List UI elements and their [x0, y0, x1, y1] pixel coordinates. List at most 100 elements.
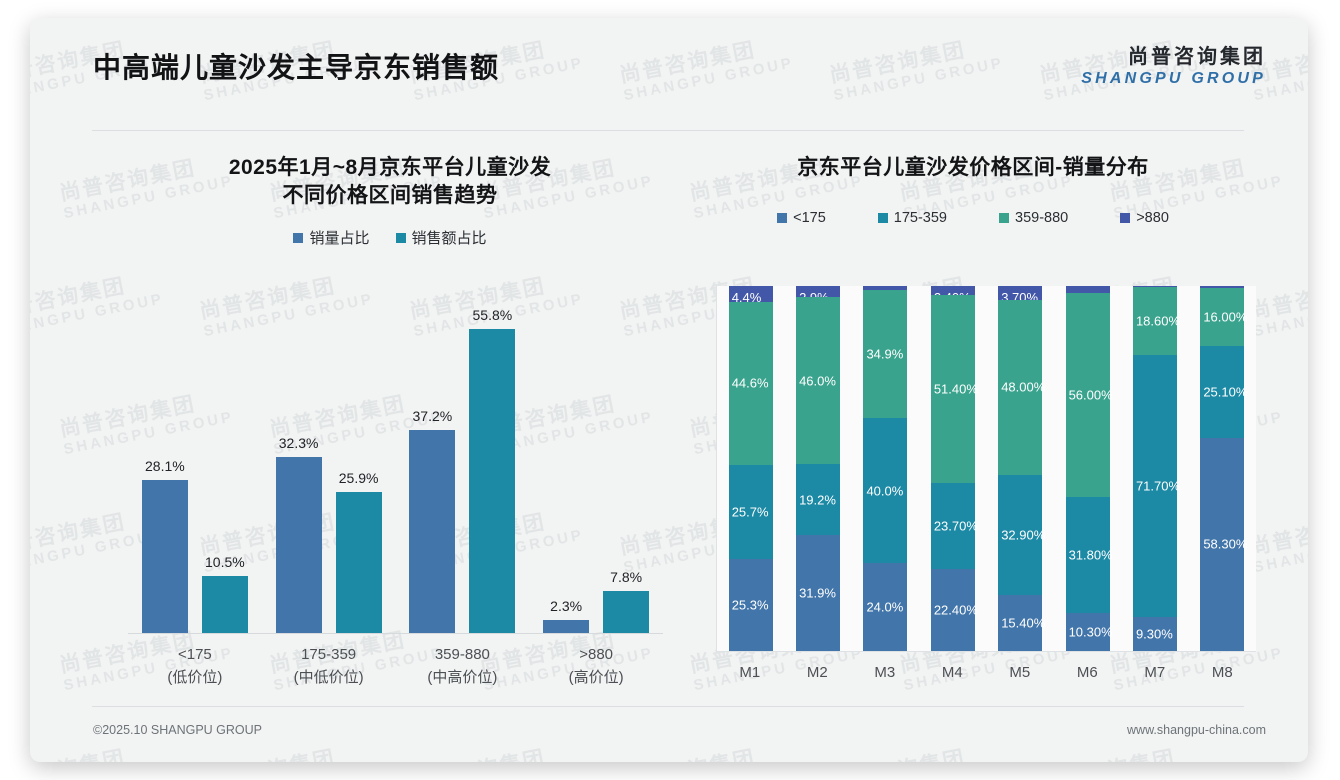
x-axis-tick-label: M4: [941, 664, 963, 681]
bar[interactable]: 28.1%: [141, 458, 188, 633]
stacked-bar[interactable]: 1.2%34.9%40.0%24.0%: [863, 286, 908, 651]
stacked-bar-segment[interactable]: 22.40%: [930, 569, 978, 651]
segment-value-label: 56.00%: [1068, 387, 1113, 403]
stacked-bar[interactable]: 3.70% 48.00% 32.90% 15.40%: [998, 286, 1046, 651]
bar[interactable]: 55.8%: [469, 307, 516, 633]
legend-item[interactable]: >880: [1120, 210, 1169, 226]
page-title: 中高端儿童沙发主导京东销售额: [93, 52, 500, 83]
x-axis-tick-label: M2: [806, 664, 828, 681]
stacked-bar-segment[interactable]: 56.00%: [1065, 293, 1113, 498]
stacked-bar-segment[interactable]: 25.10%: [1200, 346, 1247, 438]
bar[interactable]: 37.2%: [409, 408, 456, 633]
legend-swatch-icon: [395, 232, 406, 243]
website-text[interactable]: www.shangpu-china.com: [1127, 723, 1266, 737]
segment-value-label: 40.0%: [866, 483, 904, 499]
stacked-bar[interactable]: 0.50%16.00%25.10%58.30%: [1200, 286, 1247, 651]
stacked-bar-segment[interactable]: 16.00%: [1200, 287, 1247, 347]
stacked-bar-segment[interactable]: 15.40%: [998, 594, 1046, 651]
x-tick-code: >880: [579, 646, 614, 663]
stacked-bar-segment[interactable]: 44.6%: [728, 302, 773, 465]
segment-value-label: 34.9%: [866, 346, 904, 362]
bar-fill: [275, 456, 322, 633]
brand-logo: 尚普咨询集团 SHANGPU GROUP: [1081, 40, 1266, 88]
stacked-bar[interactable]: 2.40% 51.40% 23.70% 22.40%: [930, 286, 978, 651]
segment-value-label: 10.30%: [1068, 624, 1113, 640]
stacked-bar-segment[interactable]: 23.70%: [930, 482, 978, 570]
legend-label: >880: [1136, 209, 1169, 226]
slide-footer: ©2025.10 SHANGPU GROUP www.shangpu-china…: [30, 706, 1308, 762]
stacked-bar-column: 0.50%16.00%25.10%58.30%: [1189, 286, 1256, 651]
stacked-bar-chart: 4.4%44.6%25.7%25.3%2.9%46.0%19.2%31.9%1.…: [694, 286, 1260, 698]
segment-value-label: 25.3%: [731, 597, 769, 613]
stacked-bar-segment[interactable]: 71.70%: [1132, 355, 1180, 618]
bar-value-label: 32.3%: [278, 434, 319, 451]
bar-fill: [335, 491, 382, 633]
stacked-bar-segment[interactable]: 46.0%: [796, 296, 841, 465]
x-tick-description: (低价位): [167, 668, 223, 686]
x-axis-tick-label: M5: [1009, 664, 1031, 681]
legend-item[interactable]: <175: [777, 210, 826, 226]
stacked-bar-segment[interactable]: 24.0%: [863, 563, 908, 651]
stacked-bar-segment[interactable]: 3.70%: [998, 286, 1043, 305]
legend-swatch-icon: [999, 212, 1009, 223]
legend-item[interactable]: 销量占比: [293, 227, 370, 248]
stacked-bar-segment[interactable]: 31.9%: [796, 534, 841, 651]
bar-value-label: 2.3%: [550, 598, 583, 615]
segment-value-label: 31.80%: [1068, 547, 1113, 563]
stacked-bar-segment[interactable]: 2.00%: [1065, 286, 1110, 305]
stacked-bar[interactable]: 2.00% 56.00% 31.80% 10.30%: [1065, 286, 1113, 651]
segment-value-label: 44.6%: [731, 375, 769, 391]
segment-value-label: 24.0%: [866, 599, 904, 615]
left-chart-title: 2025年1月~8月京东平台儿童沙发 不同价格区间销售趋势: [90, 136, 690, 209]
bar-fill: [201, 575, 248, 633]
bar-fill: [603, 590, 650, 633]
stacked-bar[interactable]: 4.4% 44.6% 25.7% 25.3%: [728, 286, 773, 651]
stacked-bar-segment[interactable]: 2.9%: [796, 286, 841, 305]
segment-value-label: 51.40%: [933, 381, 978, 397]
x-axis-tick-label: M7: [1144, 664, 1166, 681]
stacked-bar-segment[interactable]: 51.40%: [930, 294, 978, 483]
segment-value-label: 46.0%: [799, 373, 836, 389]
stacked-bar-segment[interactable]: 10.30%: [1065, 613, 1113, 651]
x-axis-tick-label: <175 (低价位): [128, 634, 262, 696]
bar-fill: [469, 328, 516, 633]
segment-value-label: 18.60%: [1135, 313, 1181, 329]
stacked-bar-segment[interactable]: 9.30%: [1132, 617, 1177, 651]
bar[interactable]: 7.8%: [603, 569, 650, 633]
bar[interactable]: 32.3%: [275, 435, 322, 633]
x-tick-description: (中高价位): [427, 668, 498, 686]
stacked-bar-segment[interactable]: 25.3%: [728, 558, 773, 651]
stacked-bar-segment[interactable]: 19.2%: [796, 464, 841, 535]
stacked-bar-segment[interactable]: 4.4%: [728, 286, 773, 305]
bar-value-label: 55.8%: [472, 306, 513, 323]
stacked-bar-segment[interactable]: 40.0%: [863, 417, 908, 564]
bar-value-label: 7.8%: [610, 568, 643, 585]
stacked-bar-segment[interactable]: 48.00%: [998, 299, 1045, 475]
bar[interactable]: 25.9%: [335, 470, 382, 633]
legend-item[interactable]: 销售额占比: [395, 227, 487, 248]
legend-label: 175-359: [893, 209, 947, 226]
left-chart-title-line2: 不同价格区间销售趋势: [282, 183, 498, 207]
segment-value-label: 15.40%: [1001, 615, 1046, 631]
stacked-bar-column: 2.00% 56.00% 31.80% 10.30%: [1054, 286, 1121, 651]
stacked-bar-segment[interactable]: 18.60%: [1132, 287, 1181, 356]
bar-value-label: 37.2%: [412, 408, 453, 425]
stacked-bar-column: 0.40%18.60%71.70%9.30%: [1121, 286, 1188, 651]
x-axis-tick-label: 175-359 (中低价位): [262, 634, 396, 696]
legend-item[interactable]: 175-359: [877, 209, 947, 226]
stacked-bar-segment[interactable]: 34.9%: [863, 290, 908, 418]
stacked-bar[interactable]: 0.40%18.60%71.70%9.30%: [1132, 286, 1181, 651]
bar[interactable]: 2.3%: [543, 598, 590, 633]
stacked-bar-segment[interactable]: 2.40%: [930, 286, 975, 305]
segment-value-label: 19.2%: [799, 492, 836, 507]
stacked-bar-segment[interactable]: 25.7%: [728, 464, 773, 559]
bar[interactable]: 10.5%: [201, 554, 248, 633]
stacked-bar-segment[interactable]: 31.80%: [1065, 497, 1113, 614]
stacked-bar-segment[interactable]: 58.30%: [1200, 437, 1247, 651]
slide-header: 中高端儿童沙发主导京东销售额 尚普咨询集团 SHANGPU GROUP: [30, 18, 1308, 106]
stacked-bar-segment[interactable]: 32.90%: [998, 474, 1046, 595]
bar-fill: [409, 430, 456, 633]
segment-value-label: 32.90%: [1001, 527, 1046, 543]
stacked-bar[interactable]: 2.9% 46.0% 19.2% 31.9%: [796, 286, 841, 651]
legend-item[interactable]: 359-880: [999, 210, 1068, 226]
